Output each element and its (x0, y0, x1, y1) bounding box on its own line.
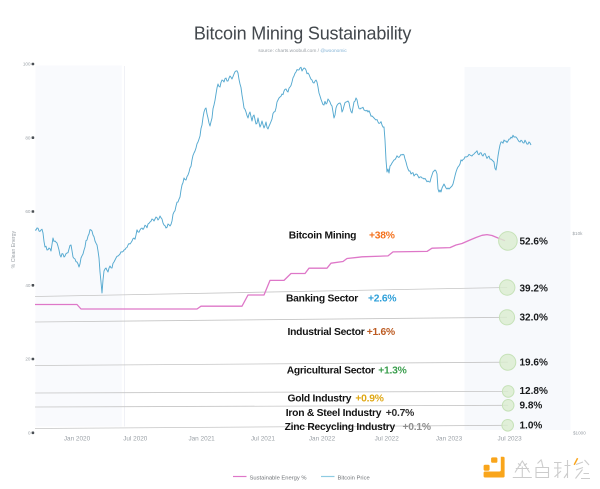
svg-text:$1000: $1000 (573, 431, 586, 436)
svg-text:Jan 2023: Jan 2023 (436, 436, 463, 443)
svg-text:+0.9%: +0.9% (355, 394, 383, 405)
svg-text:0: 0 (28, 430, 31, 435)
svg-text:52.6%: 52.6% (520, 237, 548, 248)
svg-text:Jan 2020: Jan 2020 (64, 436, 91, 443)
svg-text:40: 40 (25, 283, 31, 288)
svg-text:Bitcoin Price: Bitcoin Price (338, 475, 370, 481)
svg-text:source: charts.woobull.com / @: source: charts.woobull.com / @woonomic (258, 48, 347, 54)
svg-text:9.8%: 9.8% (520, 400, 543, 411)
svg-text:1.0%: 1.0% (520, 420, 543, 431)
svg-text:Industrial Sector: Industrial Sector (288, 327, 365, 338)
svg-text:Jan 2021: Jan 2021 (188, 436, 215, 443)
svg-text:Agricultural Sector: Agricultural Sector (287, 366, 375, 377)
svg-text:+2.6%: +2.6% (368, 294, 396, 305)
svg-text:Bitcoin Mining: Bitcoin Mining (289, 231, 356, 242)
svg-text:20: 20 (25, 357, 31, 362)
svg-text:32.0%: 32.0% (520, 313, 548, 324)
svg-text:$10k: $10k (573, 231, 584, 236)
svg-text:+0.1%: +0.1% (403, 422, 431, 433)
svg-text:Iron & Steel Industry: Iron & Steel Industry (286, 408, 382, 419)
svg-text:12.8%: 12.8% (520, 386, 548, 397)
svg-text:+1.3%: +1.3% (378, 366, 406, 377)
svg-text:+0.7%: +0.7% (386, 408, 414, 419)
svg-text:Jul 2022: Jul 2022 (375, 436, 400, 443)
svg-text:Banking Sector: Banking Sector (286, 294, 358, 305)
svg-text:+38%: +38% (369, 231, 395, 242)
svg-text:19.6%: 19.6% (520, 357, 548, 368)
svg-text:Jul 2021: Jul 2021 (251, 436, 276, 443)
svg-text:100: 100 (23, 62, 31, 67)
svg-text:Sustainable Energy %: Sustainable Energy % (250, 475, 307, 481)
svg-text:% Clean Energy: % Clean Energy (11, 230, 17, 268)
svg-text:Bitcoin Mining Sustainability: Bitcoin Mining Sustainability (194, 24, 412, 44)
svg-text:Zinc Recycling Industry: Zinc Recycling Industry (285, 422, 396, 433)
svg-text:39.2%: 39.2% (520, 283, 548, 294)
svg-text:+1.6%: +1.6% (367, 327, 395, 338)
svg-text:Jul 2020: Jul 2020 (123, 436, 148, 443)
svg-text:Gold Industry: Gold Industry (288, 394, 352, 405)
svg-text:80: 80 (25, 135, 31, 140)
svg-text:Jan 2022: Jan 2022 (309, 436, 336, 443)
svg-text:60: 60 (25, 209, 31, 214)
svg-text:Jul 2023: Jul 2023 (498, 436, 523, 443)
